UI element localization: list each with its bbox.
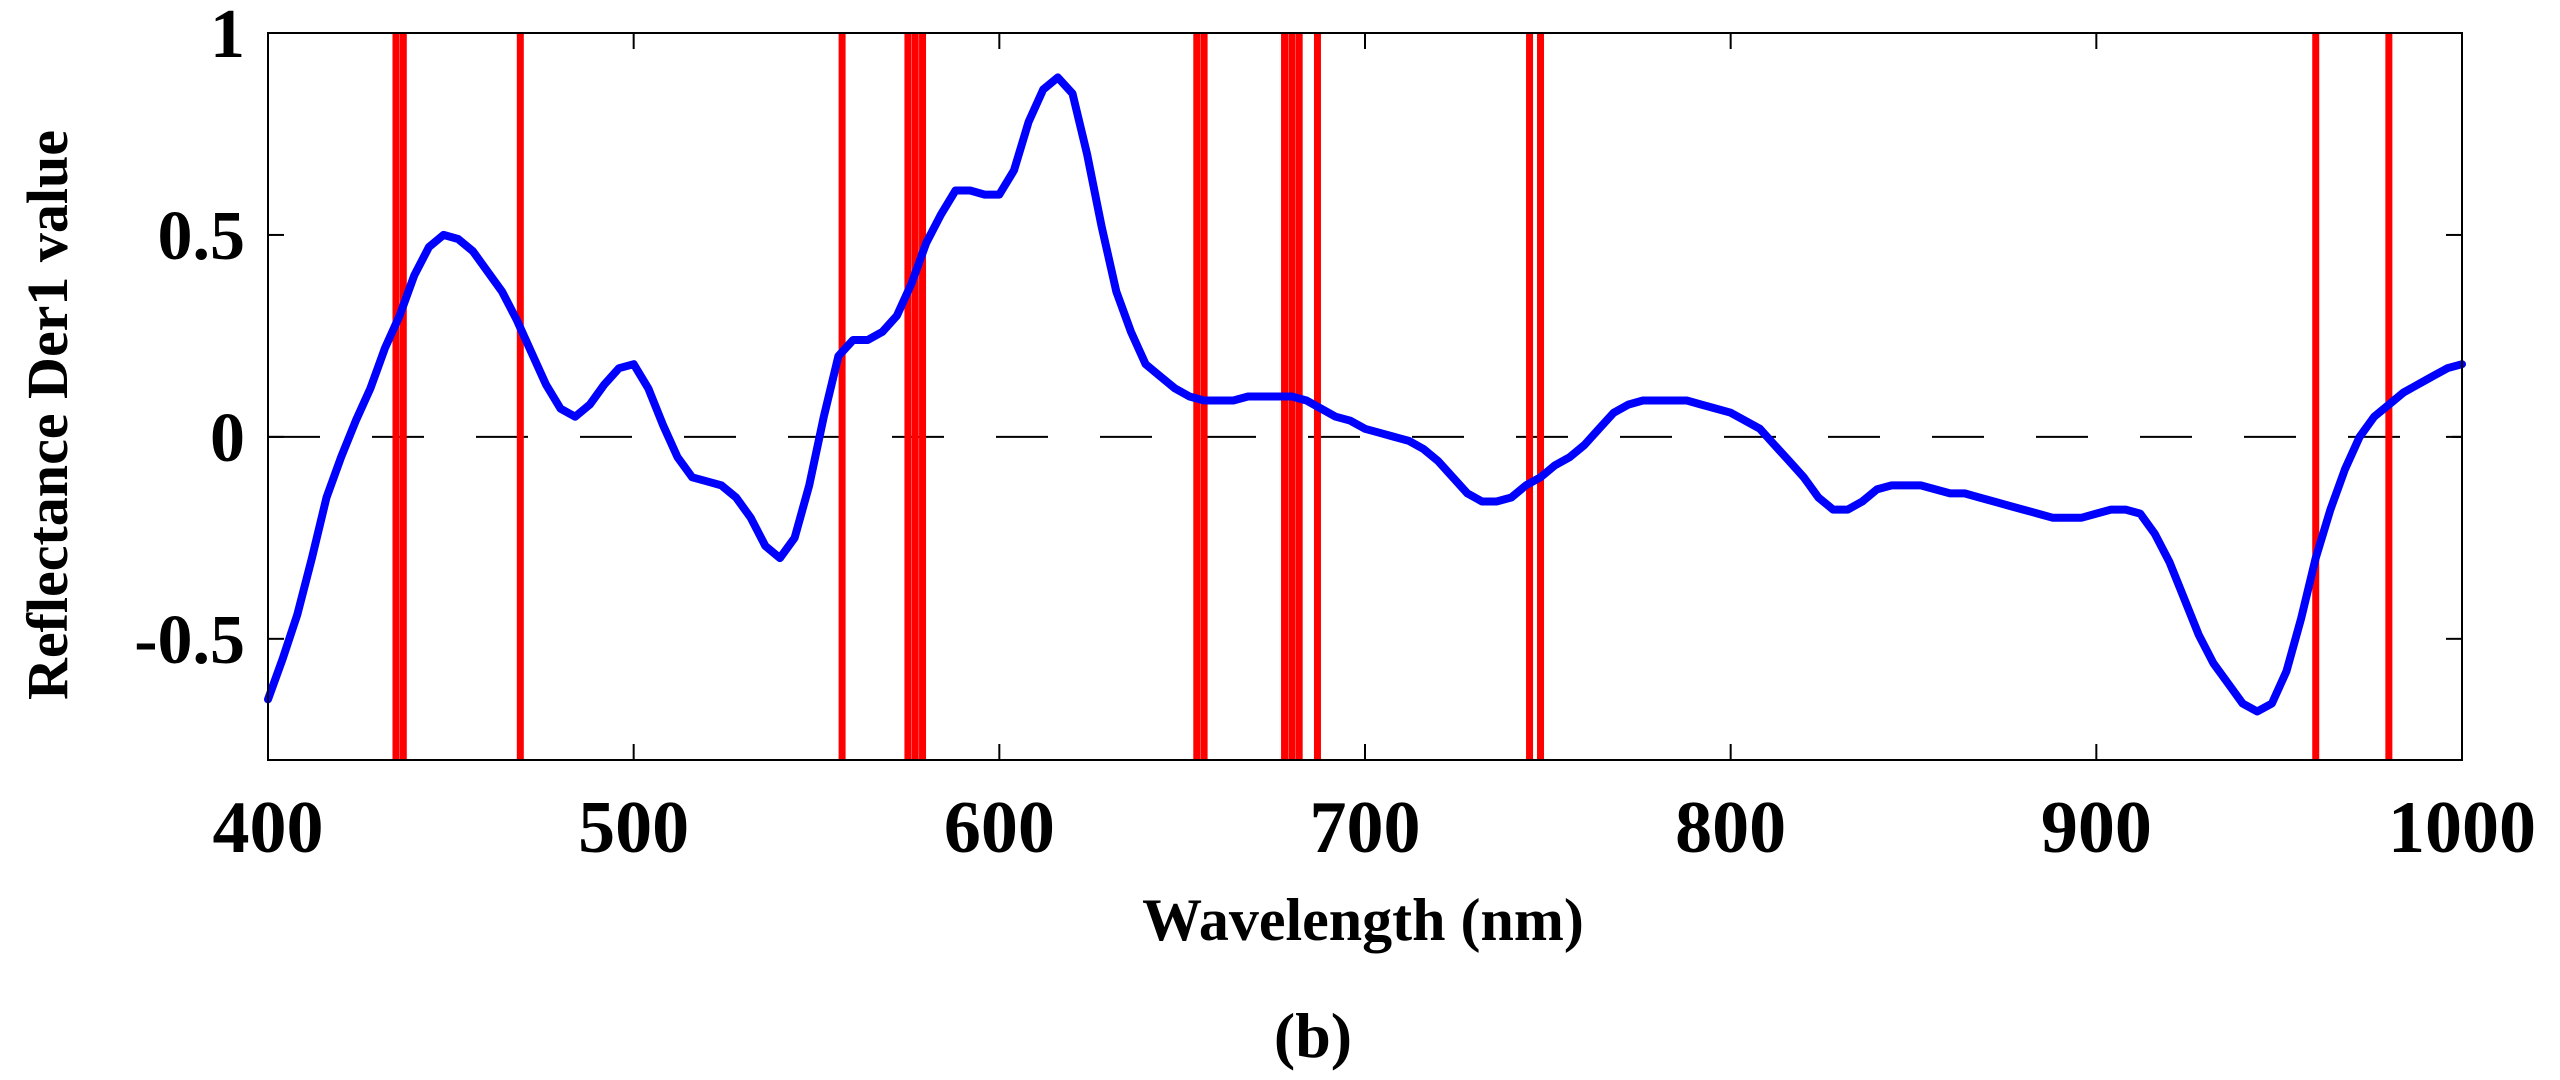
- plot-area: [264, 33, 2466, 760]
- x-tick-label: 500: [578, 787, 689, 869]
- y-axis-title: Reflectance Der1 value: [15, 130, 80, 700]
- y-tick-label: 1: [210, 0, 245, 73]
- y-tick-label: 0.5: [158, 198, 246, 275]
- y-tick-label: 0: [210, 400, 245, 477]
- x-tick-label: 700: [1310, 787, 1421, 869]
- x-tick-label: 900: [2041, 787, 2152, 869]
- y-tick-label: -0.5: [134, 602, 245, 679]
- x-tick-label: 1000: [2388, 787, 2536, 869]
- x-tick-label: 600: [944, 787, 1055, 869]
- panel-label: (b): [1274, 1000, 1352, 1071]
- x-axis-title: Wavelength (nm): [1142, 887, 1584, 953]
- x-tick-label: 400: [213, 787, 324, 869]
- axes: 400 500 600 700 800 900 1000 -0.5 0 0.5 1: [134, 0, 2536, 869]
- series-line: [264, 73, 2466, 716]
- x-tick-label: 800: [1675, 787, 1786, 869]
